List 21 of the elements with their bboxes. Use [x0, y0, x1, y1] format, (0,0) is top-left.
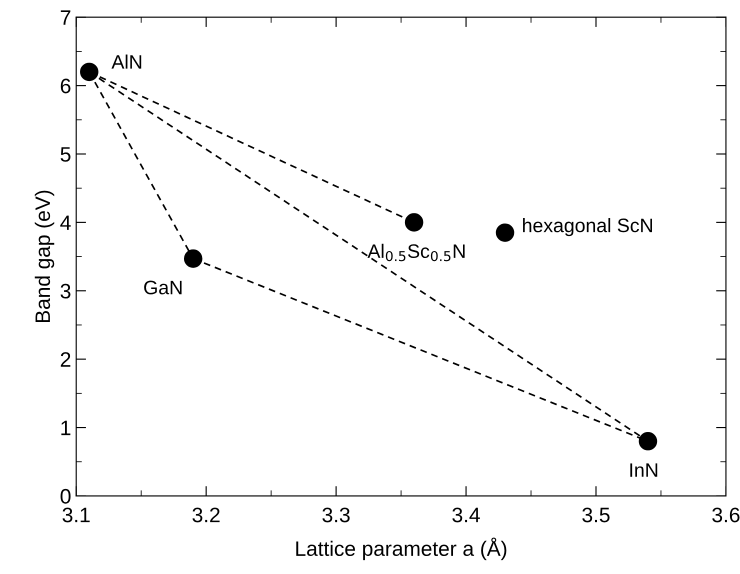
- x-tick-label: 3.3: [322, 508, 350, 522]
- annotation: InN: [630, 463, 658, 477]
- annotation: GaN: [144, 280, 182, 294]
- x-tick-label: 3.5: [582, 508, 610, 522]
- y-tick-label: 0: [60, 488, 71, 504]
- y-tick-label: 3: [60, 284, 70, 299]
- y-axis-title: Band gap (eV): [34, 190, 54, 322]
- x-tick-label: 3.2: [192, 508, 220, 522]
- x-axis-title: Lattice parameter a (Å): [296, 538, 506, 560]
- y-tick-label: 1: [61, 420, 70, 436]
- x-tick-label: 3.6: [712, 508, 740, 522]
- annotation: Al$_{0.5}$Sc$_{0.5}$N: [368, 244, 465, 262]
- y-tick-label: 5: [60, 147, 70, 162]
- y-tick-label: 2: [60, 352, 70, 367]
- y-tick-label: 4: [60, 216, 71, 230]
- y-tick-label: 7: [60, 10, 70, 25]
- y-tick-label: 6: [60, 78, 70, 94]
- annotation: AlN: [111, 54, 142, 69]
- x-tick-label: 3.1: [62, 508, 90, 522]
- annotation: hexagonal ScN: [523, 218, 652, 236]
- x-tick-label: 3.4: [452, 508, 480, 522]
